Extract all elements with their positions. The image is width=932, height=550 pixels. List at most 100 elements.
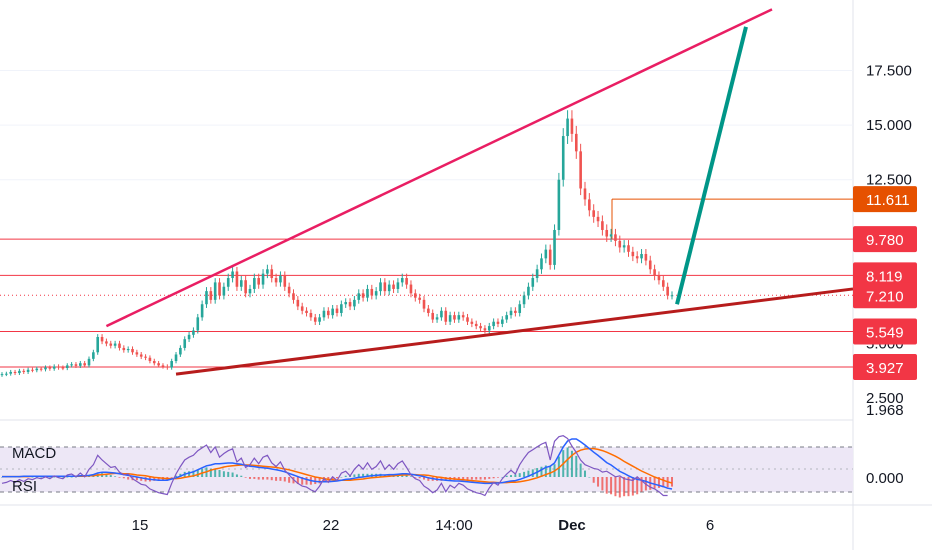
candle-body — [5, 373, 8, 375]
candle-body — [174, 354, 178, 362]
price-tag-label: 9.780 — [866, 232, 904, 249]
candle-body — [531, 278, 535, 287]
candle-body — [257, 278, 260, 285]
candle-body — [440, 310, 443, 318]
candle-body — [322, 310, 326, 318]
price-tag-label: 11.611 — [866, 192, 910, 209]
candle-body — [61, 367, 65, 369]
candle-body — [344, 302, 348, 305]
macd-histogram-bar — [662, 477, 665, 488]
macd-histogram-bar — [614, 477, 617, 497]
macd-histogram-bar — [175, 475, 178, 477]
macd-histogram-bar — [496, 477, 499, 478]
candle-body — [13, 371, 17, 374]
candle-body — [122, 347, 126, 351]
candle-body — [213, 282, 217, 300]
macd-histogram-bar — [518, 473, 521, 477]
candle-body — [544, 249, 548, 259]
macd-histogram-bar — [222, 471, 225, 477]
projection-arrow — [675, 26, 748, 305]
candle-body — [548, 249, 552, 265]
candle-body — [422, 299, 426, 309]
candle-body — [418, 297, 421, 300]
macd-histogram-bar — [118, 477, 121, 478]
candle-body — [48, 367, 52, 369]
macd-histogram-bar — [127, 477, 130, 480]
macd-histogram-bar — [188, 471, 191, 477]
macd-histogram-bar — [283, 477, 286, 482]
candle-body — [383, 282, 387, 292]
candle-body — [496, 321, 500, 324]
x-tick-label: 6 — [706, 517, 714, 534]
candle-body — [335, 308, 339, 313]
candle-body — [601, 221, 604, 230]
macd-histogram-bar — [48, 477, 51, 478]
macd-histogram-bar — [514, 474, 517, 477]
candle-body — [514, 310, 517, 313]
macd-histogram-bar — [140, 477, 143, 481]
candle-body — [161, 365, 165, 367]
candle-body — [596, 216, 600, 222]
candle-body — [579, 151, 582, 189]
macd-histogram-bar — [157, 477, 160, 481]
candle-body — [657, 275, 661, 281]
macd-histogram-bar — [248, 477, 251, 479]
candle-body — [387, 284, 391, 292]
candle-body — [318, 317, 321, 322]
candle-body — [653, 269, 656, 276]
candle-body — [353, 299, 356, 307]
macd-histogram-bar — [466, 477, 469, 480]
candle-body — [614, 234, 617, 241]
macd-histogram-bar — [605, 477, 608, 494]
candle-body — [348, 302, 352, 307]
candle-body — [553, 229, 556, 265]
candle-body — [409, 284, 413, 294]
candle-body — [396, 282, 400, 289]
candle-body — [605, 229, 609, 237]
macd-histogram-bar — [88, 476, 91, 477]
candle-body — [274, 278, 278, 283]
x-tick-label: Dec — [558, 517, 586, 534]
candle-body — [79, 363, 82, 366]
candle-body — [222, 286, 226, 296]
macd-histogram-bar — [627, 477, 630, 497]
macd-histogram-bar — [109, 475, 112, 477]
macd-histogram-bar — [270, 477, 273, 481]
macd-histogram-bar — [331, 477, 334, 480]
candle-body — [392, 284, 395, 289]
macd-histogram-bar — [470, 477, 473, 480]
macd-histogram-bar — [114, 476, 117, 477]
macd-histogram-bar — [344, 475, 347, 477]
candle-body — [92, 352, 95, 359]
macd-histogram-bar — [257, 477, 260, 480]
candle-body — [131, 349, 134, 353]
candle-body — [435, 317, 439, 320]
candle-body — [483, 328, 487, 331]
candle-body — [96, 337, 100, 353]
candle-body — [487, 326, 491, 331]
resistance-trendline — [105, 8, 773, 328]
price-tag-label: 8.119 — [866, 268, 902, 285]
candle-body — [226, 278, 230, 287]
candle-body — [39, 368, 43, 370]
candle-body — [357, 293, 361, 300]
candle-body — [331, 308, 334, 316]
candle-body — [35, 368, 39, 371]
macd-histogram-bar — [575, 455, 578, 477]
candle-body — [661, 280, 665, 287]
macd-histogram-bar — [557, 456, 560, 477]
macd-histogram-bar — [340, 477, 343, 478]
candle-body — [266, 269, 269, 274]
macd-histogram-bar — [235, 474, 238, 477]
macd-histogram-bar — [296, 477, 299, 485]
macd-histogram-bar — [301, 477, 304, 485]
candle-body — [300, 306, 304, 311]
price-tag-label: 7.210 — [866, 288, 904, 305]
candle-body — [74, 364, 78, 366]
macd-histogram-bar — [427, 477, 430, 481]
candle-body — [474, 323, 478, 327]
macd-histogram-bar — [527, 470, 530, 477]
macd-histogram-bar — [231, 472, 234, 477]
macd-histogram-bar — [583, 470, 586, 477]
